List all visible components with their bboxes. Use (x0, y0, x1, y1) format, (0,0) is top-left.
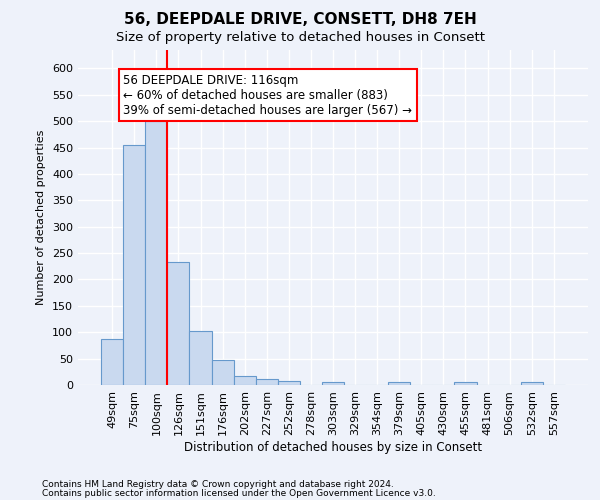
Bar (101, 338, 123, 385)
Bar (145, 121, 167, 385)
Bar (521, 382, 543, 385)
Bar (388, 382, 410, 385)
Bar (233, 376, 256, 385)
Bar (123, 145, 145, 385)
Bar (167, 262, 190, 385)
Y-axis label: Number of detached properties: Number of detached properties (37, 130, 46, 305)
Text: Size of property relative to detached houses in Consett: Size of property relative to detached ho… (115, 31, 485, 44)
Text: Contains public sector information licensed under the Open Government Licence v3: Contains public sector information licen… (42, 488, 436, 498)
Bar (278, 382, 300, 385)
X-axis label: Distribution of detached houses by size in Consett: Distribution of detached houses by size … (184, 440, 482, 454)
Bar (322, 382, 344, 385)
Bar (212, 360, 233, 385)
Text: 56 DEEPDALE DRIVE: 116sqm
← 60% of detached houses are smaller (883)
39% of semi: 56 DEEPDALE DRIVE: 116sqm ← 60% of detac… (123, 74, 412, 116)
Text: Contains HM Land Registry data © Crown copyright and database right 2024.: Contains HM Land Registry data © Crown c… (42, 480, 394, 489)
Text: 56, DEEPDALE DRIVE, CONSETT, DH8 7EH: 56, DEEPDALE DRIVE, CONSETT, DH8 7EH (124, 12, 476, 28)
Bar (256, 379, 278, 385)
Bar (190, 330, 212, 385)
Bar (454, 382, 476, 385)
